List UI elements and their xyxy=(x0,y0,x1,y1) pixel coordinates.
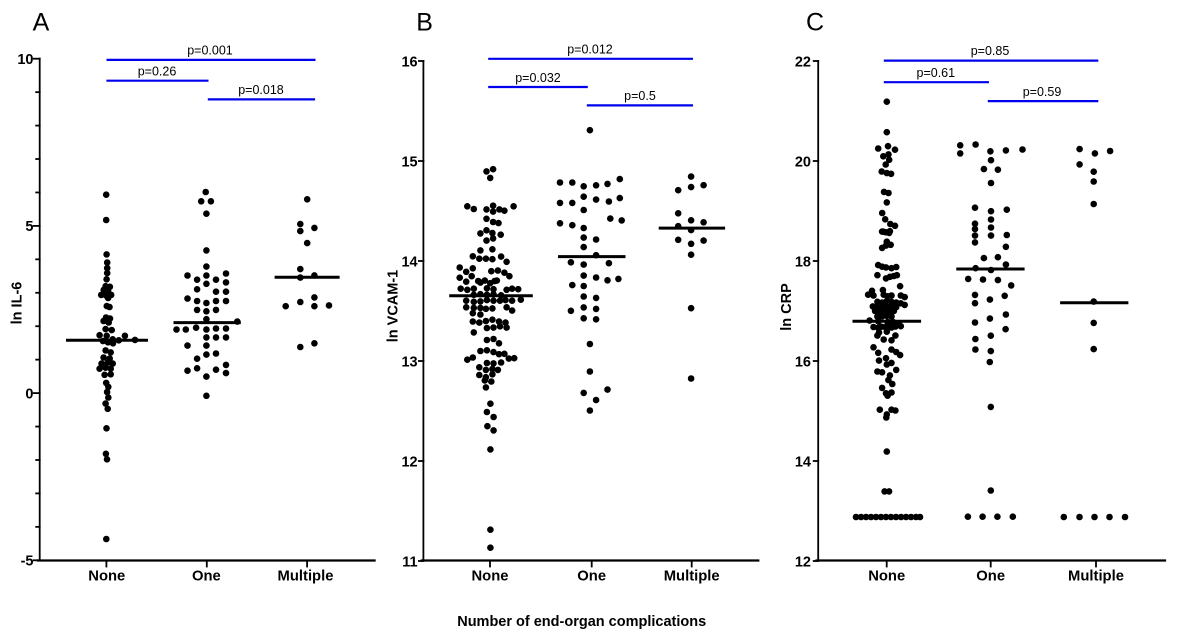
svg-text:20: 20 xyxy=(795,154,811,170)
svg-text:Multiple: Multiple xyxy=(278,569,334,585)
svg-text:p=0.85: p=0.85 xyxy=(971,44,1010,58)
svg-text:p=0.61: p=0.61 xyxy=(917,66,956,80)
svg-text:None: None xyxy=(868,569,905,585)
svg-text:One: One xyxy=(577,569,606,585)
svg-text:A: A xyxy=(33,9,50,37)
svg-text:12: 12 xyxy=(795,554,811,570)
svg-text:None: None xyxy=(472,569,509,585)
svg-text:13: 13 xyxy=(401,354,417,370)
svg-text:15: 15 xyxy=(401,154,417,170)
svg-text:16: 16 xyxy=(401,54,417,70)
svg-text:B: B xyxy=(416,9,433,37)
svg-text:Number of end-organ complicati: Number of end-organ complications xyxy=(457,614,706,630)
svg-text:14: 14 xyxy=(401,254,417,270)
svg-text:Multiple: Multiple xyxy=(664,569,720,585)
svg-text:22: 22 xyxy=(795,54,811,70)
svg-text:5: 5 xyxy=(25,219,33,235)
svg-text:11: 11 xyxy=(402,554,417,570)
svg-text:p=0.5: p=0.5 xyxy=(624,89,656,103)
svg-text:ln IL-6: ln IL-6 xyxy=(10,282,26,325)
svg-text:-5: -5 xyxy=(21,554,34,570)
svg-text:p=0.59: p=0.59 xyxy=(1023,85,1062,99)
svg-text:p=0.001: p=0.001 xyxy=(187,44,233,58)
svg-text:p=0.26: p=0.26 xyxy=(138,64,177,78)
svg-text:12: 12 xyxy=(401,454,417,470)
svg-text:0: 0 xyxy=(25,386,33,402)
svg-text:One: One xyxy=(976,569,1005,585)
svg-text:10: 10 xyxy=(17,52,33,68)
svg-text:ln VCAM-1: ln VCAM-1 xyxy=(386,270,402,343)
svg-text:Multiple: Multiple xyxy=(1068,569,1124,585)
svg-text:ln CRP: ln CRP xyxy=(779,283,795,331)
svg-text:None: None xyxy=(88,569,125,585)
svg-text:18: 18 xyxy=(795,254,811,270)
svg-text:p=0.032: p=0.032 xyxy=(515,71,561,85)
svg-text:One: One xyxy=(192,569,221,585)
svg-text:p=0.018: p=0.018 xyxy=(238,83,284,97)
svg-text:C: C xyxy=(806,9,824,37)
svg-text:16: 16 xyxy=(795,354,811,370)
svg-text:p=0.012: p=0.012 xyxy=(567,43,613,57)
svg-text:14: 14 xyxy=(795,454,811,470)
